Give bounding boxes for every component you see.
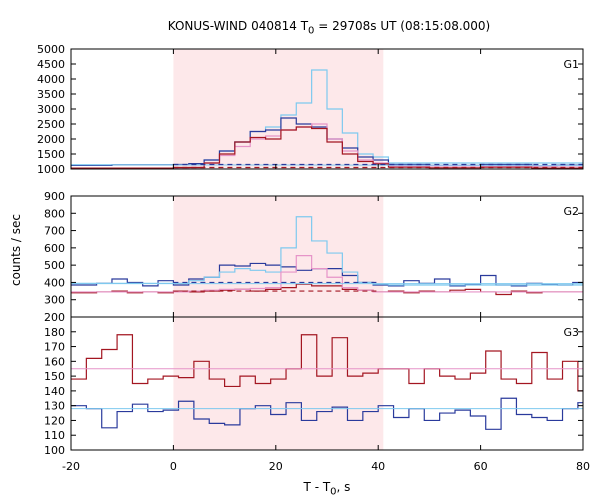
y-tick-label: 2500 — [37, 118, 65, 131]
series-pink-step — [71, 255, 583, 293]
x-tick-label: 80 — [576, 460, 590, 473]
panel-frame — [70, 316, 584, 451]
panel-label: G2 — [563, 205, 579, 218]
y-tick-label: 180 — [44, 326, 65, 339]
y-tick-label: 4500 — [37, 58, 65, 71]
y-tick-label: 140 — [44, 385, 65, 398]
y-tick-label: 3500 — [37, 88, 65, 101]
y-tick-label: 1000 — [37, 163, 65, 176]
y-tick-label: 170 — [44, 341, 65, 354]
panel-label: G1 — [563, 58, 579, 71]
y-tick-label: 110 — [44, 429, 65, 442]
series-group — [71, 334, 583, 430]
y-tick-label: 3000 — [37, 103, 65, 116]
y-tick-label: 120 — [44, 414, 65, 427]
series-dark-red-step — [71, 334, 583, 392]
series-light-blue-flat — [71, 164, 583, 166]
y-tick-label: 300 — [44, 294, 65, 307]
panel-label: G3 — [563, 326, 579, 339]
series-dark-red-step — [71, 283, 583, 296]
panel-g2: 200 300 400 500 600 700 800 900 G2 — [44, 190, 584, 324]
x-tick-labels: -20 0 20 40 60 80 — [62, 460, 590, 473]
x-tick-label: -20 — [62, 460, 80, 473]
y-tick-label: 2000 — [37, 133, 65, 146]
x-tick-label: 60 — [474, 460, 488, 473]
shaded-interval — [173, 196, 384, 317]
y-tick-label: 600 — [44, 242, 65, 255]
panel-g1: 1000 1500 2000 2500 3000 3500 4000 4500 5000 G1 — [37, 43, 584, 176]
y-tick-label: 1500 — [37, 148, 65, 161]
y-tick-label: 160 — [44, 355, 65, 368]
y-tick-label: 150 — [44, 370, 65, 383]
x-axis-label: T - T0, s — [303, 480, 351, 498]
x-tick-label: 40 — [371, 460, 385, 473]
series-group — [71, 216, 583, 296]
y-tick-label: 5000 — [37, 43, 65, 56]
x-tick-label: 0 — [170, 460, 177, 473]
y-tick-label: 900 — [44, 190, 65, 203]
y-tick-label: 4000 — [37, 73, 65, 86]
y-tick-label: 700 — [44, 225, 65, 238]
series-dark-blue-step — [71, 397, 583, 430]
y-tick-label: 500 — [44, 259, 65, 272]
y-tick-label: 130 — [44, 400, 65, 413]
shaded-interval — [173, 317, 384, 450]
y-tick-label: 800 — [44, 207, 65, 220]
y-tick-label: 400 — [44, 276, 65, 289]
y-tick-label: 200 — [44, 311, 65, 324]
x-tick-label: 20 — [269, 460, 283, 473]
chart-title: KONUS-WIND 040814 T0 = 29708s UT (08:15:… — [167, 19, 491, 37]
shaded-interval — [173, 49, 384, 169]
y-tick-label: 100 — [44, 444, 65, 457]
